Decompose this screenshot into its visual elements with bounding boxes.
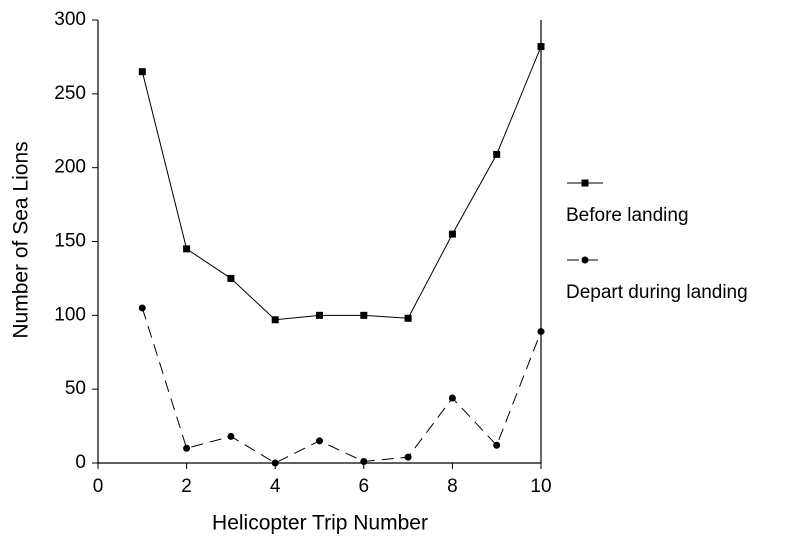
marker — [537, 43, 545, 51]
y-tick-label: 200 — [54, 157, 86, 178]
marker — [404, 314, 412, 322]
marker — [271, 316, 279, 324]
marker — [360, 311, 368, 319]
y-axis-label: Number of Sea Lions — [10, 141, 33, 338]
marker — [493, 150, 501, 158]
marker — [316, 437, 323, 445]
y-tick-label: 100 — [54, 304, 86, 325]
marker — [581, 256, 589, 264]
marker — [183, 444, 191, 452]
y-tick-label: 300 — [54, 9, 86, 30]
marker — [138, 68, 146, 76]
x-tick-label: 4 — [270, 476, 281, 497]
marker — [448, 230, 456, 238]
marker — [138, 304, 146, 312]
y-tick-label: 150 — [54, 231, 86, 252]
y-tick-label: 50 — [65, 378, 86, 399]
marker — [404, 453, 412, 461]
marker — [360, 458, 368, 466]
y-tick-label: 0 — [75, 452, 86, 473]
x-tick-label: 0 — [93, 476, 104, 497]
series-line — [141, 46, 542, 321]
marker — [227, 274, 235, 282]
x-tick-label: 10 — [530, 476, 551, 497]
x-axis-label: Helicopter Trip Number — [212, 512, 428, 535]
marker — [537, 328, 545, 336]
marker — [271, 459, 279, 467]
marker — [581, 179, 589, 187]
marker — [316, 311, 323, 319]
marker — [183, 245, 191, 253]
marker — [227, 432, 235, 440]
x-tick-label: 6 — [359, 476, 370, 497]
x-tick-label: 2 — [181, 476, 192, 497]
x-tick-label: 8 — [447, 476, 458, 497]
legend-label: Before landing — [566, 205, 689, 226]
series-line — [141, 307, 542, 464]
legend-label: Depart during landing — [566, 282, 748, 303]
marker — [448, 394, 456, 402]
marker — [493, 441, 501, 449]
y-tick-label: 250 — [54, 83, 86, 104]
